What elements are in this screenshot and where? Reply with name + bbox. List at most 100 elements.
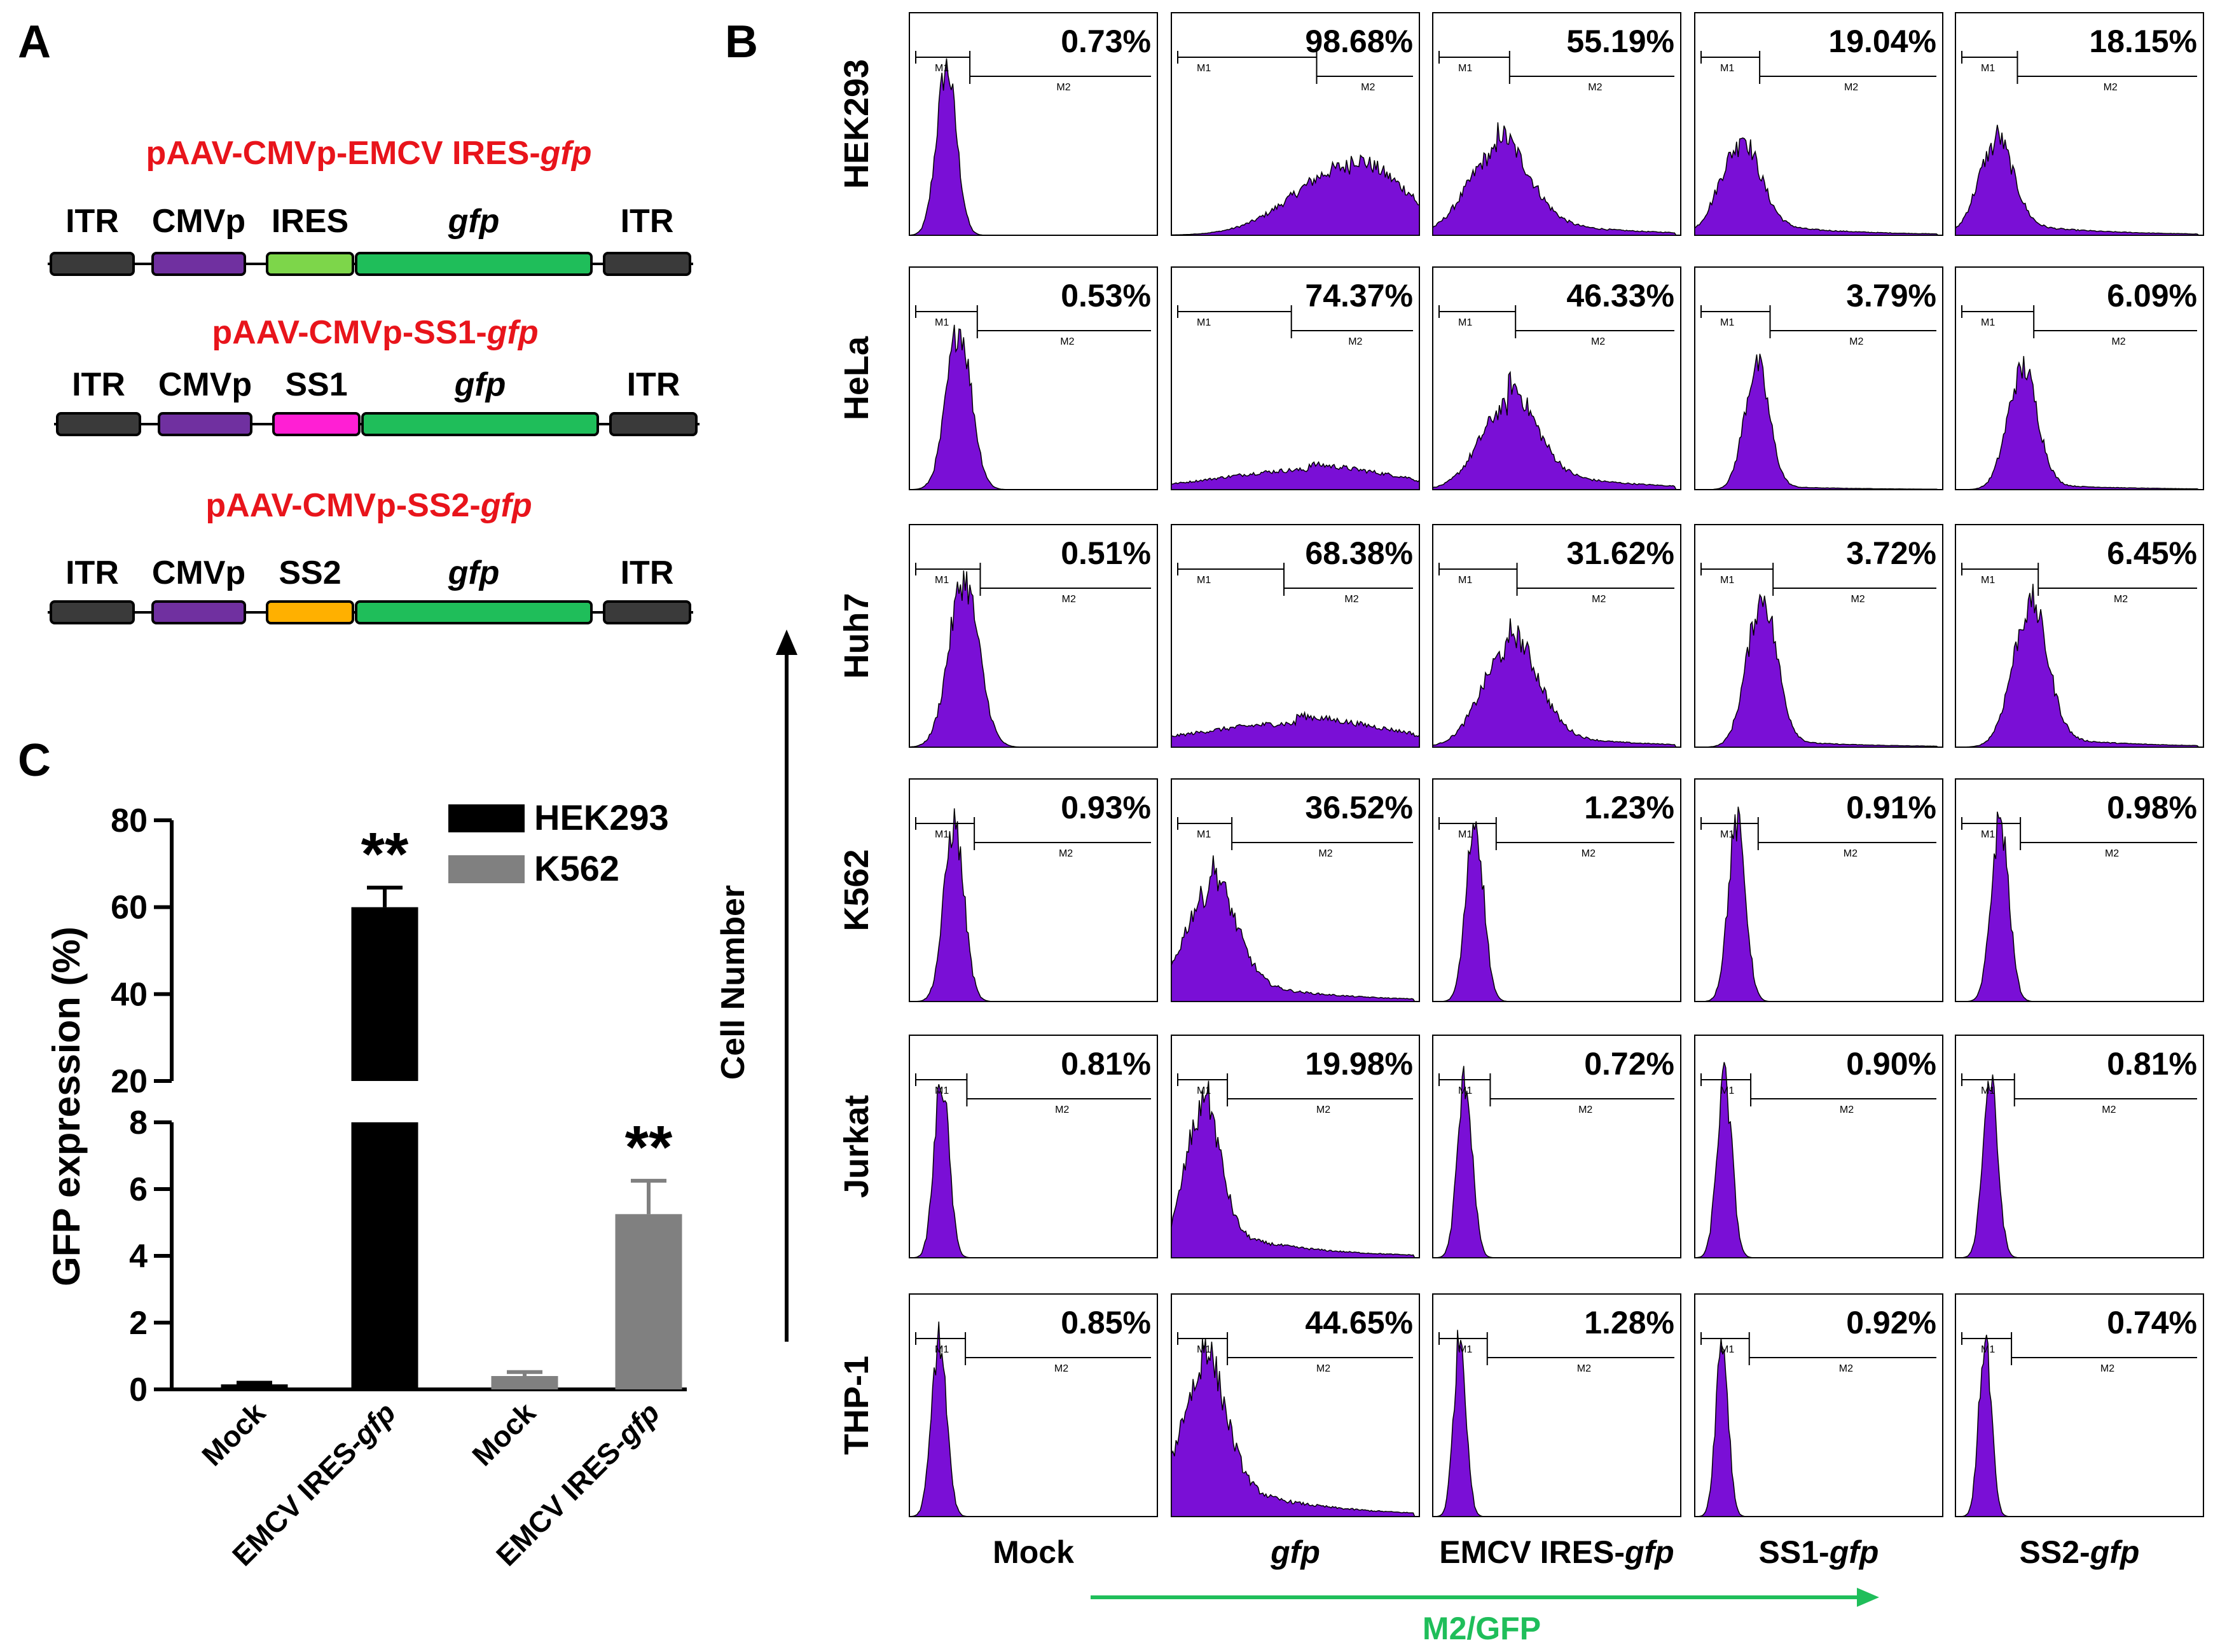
histogram-cell: M1 M2 31.62% — [1432, 524, 1681, 748]
construct-map: pAAV-CMVp-EMCV IRES-gfp ITR CMVp IRES gfp ITR… — [48, 135, 700, 624]
panel-label-b: B — [725, 17, 758, 67]
histogram-distribution — [1432, 122, 1681, 236]
histogram-cell: M1 M2 0.85% — [909, 1293, 1158, 1517]
histogram-distribution — [1433, 821, 1681, 1002]
gate-label-m2: M2 — [1578, 1105, 1592, 1115]
histogram-distribution — [1432, 618, 1681, 748]
gate-label-m2: M2 — [1361, 82, 1375, 93]
histogram-distribution — [909, 570, 1157, 748]
legend-label: HEK293 — [534, 797, 669, 837]
segment-label: ITR — [621, 203, 674, 240]
gate-label-m2: M2 — [2100, 1363, 2114, 1374]
histogram-cell: M1 M2 0.90% — [1694, 1035, 1943, 1258]
histogram-distribution — [1955, 1074, 2203, 1258]
histogram-distribution — [1955, 1335, 2203, 1517]
construct-1: pAAV-CMVp-EMCV IRES-gfp ITR CMVp IRES gfp ITR — [48, 135, 693, 276]
gfp-percentage: 74.37% — [1305, 278, 1413, 313]
gate-label-m1: M1 — [1458, 829, 1472, 840]
histogram-cell: M1 M2 44.65% — [1171, 1293, 1420, 1517]
histogram-frame — [1955, 524, 2204, 748]
gate-label-m1: M1 — [1197, 63, 1211, 74]
gate-label-m2: M2 — [1062, 594, 1076, 605]
cell-line-label: Jurkat — [838, 1095, 876, 1198]
legend-swatch — [448, 804, 525, 832]
gfp-percentage: 0.91% — [1846, 790, 1936, 825]
gfp-percentage: 3.72% — [1846, 535, 1936, 571]
segment-label: ITR — [621, 554, 674, 591]
gate-label-m1: M1 — [1720, 829, 1734, 840]
gfp-percentage: 0.74% — [2107, 1305, 2197, 1340]
gate-label-m1: M1 — [1981, 1085, 1995, 1096]
bar-HEK293 — [351, 1122, 418, 1389]
histogram-distribution — [1171, 855, 1419, 1002]
histogram-frame — [1694, 266, 1943, 490]
gate-label-m1: M1 — [1458, 575, 1472, 586]
histogram-cell: M1 M2 0.51% — [909, 524, 1158, 748]
gate-label-m2: M2 — [2111, 336, 2125, 347]
histogram-cell: M1 M2 0.73% — [909, 12, 1158, 236]
histogram-cell: M1 M2 55.19% — [1432, 12, 1681, 236]
histogram-distribution — [1955, 355, 2203, 490]
gate-label-m2: M2 — [1588, 82, 1602, 93]
construct-segment — [266, 600, 354, 624]
gate-label-m1: M1 — [1981, 829, 1995, 840]
cell-line-label: Huh7 — [838, 593, 876, 679]
segment-label: SS1 — [285, 366, 347, 403]
gate-label-m1: M1 — [1458, 1344, 1472, 1355]
gfp-percentage: 0.51% — [1061, 535, 1151, 571]
gfp-percentage: 0.53% — [1061, 278, 1151, 313]
construct-segment — [151, 600, 246, 624]
gfp-percentage: 0.92% — [1846, 1305, 1936, 1340]
y-tick-label: 6 — [129, 1171, 148, 1208]
histogram-distribution — [909, 1084, 1157, 1258]
segment-label: ITR — [65, 554, 119, 591]
histogram-cell: M1 M2 0.93% — [909, 778, 1158, 1002]
construct-segment — [355, 600, 593, 624]
gate-label-m2: M2 — [1059, 848, 1073, 859]
bar-K562 — [491, 1376, 558, 1389]
gate-label-m1: M1 — [1458, 63, 1472, 74]
histogram-cell: M1 M2 0.92% — [1694, 1293, 1943, 1517]
construct-segment — [603, 252, 691, 276]
gate-label-m2: M2 — [1318, 848, 1332, 859]
histogram-cell: M1 M2 46.33% — [1432, 266, 1681, 490]
histogram-distribution — [1432, 1066, 1681, 1258]
gate-label-m2: M2 — [1316, 1363, 1330, 1374]
segment-label: ITR — [627, 366, 680, 403]
construct-segment — [609, 412, 698, 436]
histogram-distribution — [1955, 125, 2203, 236]
segment-label: gfp — [448, 203, 500, 240]
histogram-cell: M1 M2 0.81% — [1955, 1035, 2204, 1258]
gfp-percentage: 31.62% — [1566, 535, 1674, 571]
histogram-cell: M1 M2 98.68% — [1171, 12, 1420, 236]
condition-label: Mock — [993, 1534, 1074, 1570]
gate-label-m2: M2 — [2114, 594, 2128, 605]
gate-label-m2: M2 — [1839, 1363, 1853, 1374]
histogram-cell: M1 M2 68.38% — [1171, 524, 1420, 748]
segment-label: CMVp — [158, 366, 252, 403]
gate-label-m1: M1 — [935, 1085, 949, 1096]
segment-label: ITR — [72, 366, 125, 403]
segment-label: CMVp — [152, 203, 245, 240]
histogram-distribution — [1695, 354, 1943, 490]
gate-label-m1: M1 — [1720, 1344, 1734, 1355]
histogram-cell: M1 M2 74.37% — [1171, 266, 1420, 490]
construct-title: pAAV-CMVp-EMCV IRES-gfp — [146, 135, 592, 172]
histogram-distribution — [1955, 584, 2203, 748]
gfp-percentage: 0.98% — [2107, 790, 2197, 825]
gate-label-m2: M2 — [1316, 1105, 1330, 1115]
gate-label-m1: M1 — [1981, 317, 1995, 328]
x-tick-label: Mock — [465, 1396, 542, 1472]
gfp-percentage: 44.65% — [1305, 1305, 1413, 1340]
y-tick-label: 8 — [129, 1105, 148, 1141]
histogram-cell: M1 M2 36.52% — [1171, 778, 1420, 1002]
histogram-cell: M1 M2 6.45% — [1955, 524, 2204, 748]
gfp-percentage: 1.28% — [1584, 1305, 1674, 1340]
construct-segment — [272, 412, 361, 436]
bar-HEK293 — [351, 907, 418, 1081]
histogram-frame — [1694, 1293, 1943, 1517]
cell-line-label: HEK293 — [838, 59, 876, 189]
gate-label-m2: M2 — [1844, 848, 1858, 859]
